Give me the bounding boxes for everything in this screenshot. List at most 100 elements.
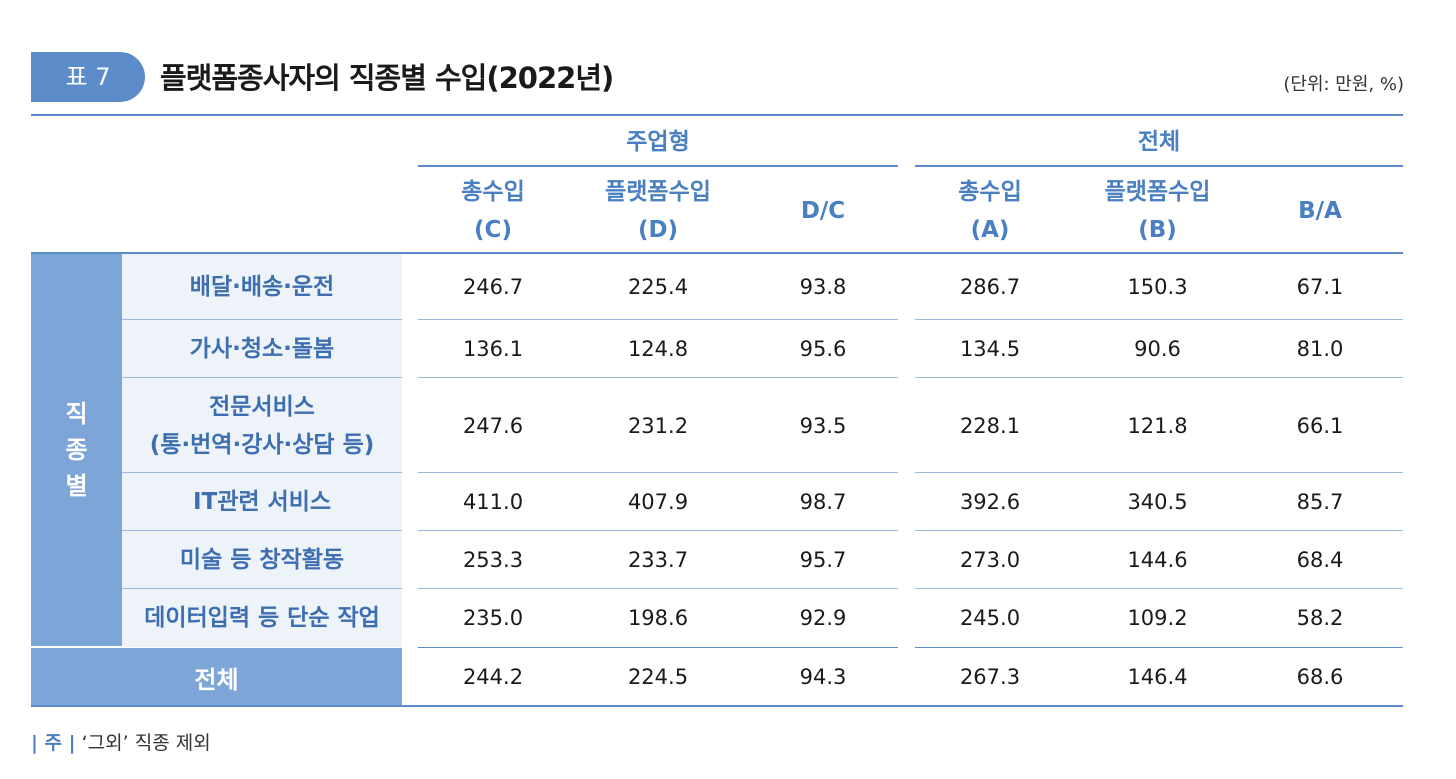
table-cell: 407.9 <box>627 490 689 514</box>
table-cell: 121.8 <box>1127 413 1188 438</box>
table-number-badge: 표 7 <box>31 52 145 102</box>
side-label-char: 별 <box>65 472 88 500</box>
row-label-line2: (통·번역·강사·상담 등) <box>149 431 375 458</box>
row-divider <box>915 377 1403 378</box>
table-cell: 81.0 <box>1296 337 1344 361</box>
row-label-line1: 데이터입력 등 단순 작업 <box>144 605 380 631</box>
table-cell: 286.7 <box>959 275 1021 299</box>
table-cell: 93.8 <box>799 275 847 299</box>
row-label: 가사·청소·돌봄 <box>122 320 402 378</box>
table-cell: 150.3 <box>1127 275 1188 299</box>
row-divider <box>915 472 1403 473</box>
header-rule <box>31 252 1403 254</box>
table-cell: 340.5 <box>1127 490 1188 514</box>
subheader-d-c: D/C <box>748 172 898 250</box>
group-underline-main-job <box>418 165 898 167</box>
row-divider <box>122 377 402 378</box>
row-divider <box>418 647 898 648</box>
table-cell: 245.0 <box>959 606 1021 630</box>
table-cell: 144.6 <box>1127 548 1188 572</box>
row-label-line1: 가사·청소·돌봄 <box>189 336 335 362</box>
table-cell: 66.1 <box>1296 413 1344 438</box>
table-cell: 95.6 <box>799 337 847 361</box>
total-cell: 146.4 <box>1127 665 1188 689</box>
row-label-line1: IT관련 서비스 <box>192 489 332 515</box>
subheader-line1: 플랫폼수입 <box>1104 179 1211 205</box>
subheader-line2: (A) <box>970 217 1010 243</box>
subheader-line2: (D) <box>637 217 679 243</box>
table-cell: 67.1 <box>1296 275 1344 299</box>
row-label: 미술 등 창작활동 <box>122 531 402 589</box>
subheader-line2: (B) <box>1138 217 1177 243</box>
footnote: | 주 | ‘그외’ 직종 제외 <box>31 728 211 758</box>
side-label-by-occupation: 직 종 별 <box>31 254 122 646</box>
subheader-line1: 총수입 <box>461 179 525 205</box>
bottom-rule <box>31 705 1403 707</box>
total-cell: 244.2 <box>462 665 524 689</box>
subheader-platform-income-b: 플랫폼수입 (B) <box>1065 172 1250 250</box>
table-cell: 231.2 <box>627 413 689 438</box>
row-label: IT관련 서비스 <box>122 473 402 531</box>
table-cell: 392.6 <box>959 490 1021 514</box>
table-cell: 68.4 <box>1296 548 1344 572</box>
total-row-label: 전체 <box>31 648 402 706</box>
table-cell: 98.7 <box>799 490 847 514</box>
subheader-platform-income-d: 플랫폼수입 (D) <box>568 172 748 250</box>
row-label: 전문서비스 (통·번역·강사·상담 등) <box>122 378 402 473</box>
table-title: 플랫폼종사자의 직종별 수입(2022년) <box>160 61 614 95</box>
row-divider <box>418 530 898 531</box>
unit-note: (단위: 만원, %) <box>1283 74 1404 95</box>
table-cell: 93.5 <box>799 413 847 438</box>
table-cell: 136.1 <box>462 337 524 361</box>
table-cell: 225.4 <box>627 275 689 299</box>
subheader-line1: 플랫폼수입 <box>605 179 711 205</box>
row-divider <box>122 530 402 531</box>
table-cell: 58.2 <box>1296 606 1344 630</box>
row-divider <box>418 319 898 320</box>
row-label-line1: 미술 등 창작활동 <box>179 547 345 573</box>
total-cell: 94.3 <box>799 665 847 689</box>
row-divider <box>418 588 898 589</box>
subheader-b-a: B/A <box>1250 172 1390 250</box>
side-label-char: 종 <box>65 436 88 464</box>
row-divider <box>122 319 402 320</box>
total-cell: 224.5 <box>627 665 689 689</box>
row-divider <box>122 588 402 589</box>
table-cell: 228.1 <box>959 413 1021 438</box>
row-label: 배달·배송·운전 <box>122 254 402 320</box>
subheader-line1: 총수입 <box>958 179 1022 205</box>
table-cell: 109.2 <box>1127 606 1188 630</box>
subheader-total-income-c: 총수입 (C) <box>418 172 568 250</box>
subheader-line2: (C) <box>474 217 512 243</box>
table-cell: 273.0 <box>959 548 1021 572</box>
table-cell: 90.6 <box>1134 337 1181 361</box>
table-cell: 233.7 <box>627 548 689 572</box>
row-label-line1: 전문서비스 <box>209 393 315 420</box>
table-cell: 92.9 <box>799 606 847 630</box>
group-header-main-job: 주업형 <box>626 129 690 155</box>
footnote-tag: | 주 | <box>31 732 76 754</box>
total-cell: 68.6 <box>1296 665 1344 689</box>
subheader-line1: D/C <box>800 198 846 224</box>
row-divider <box>915 319 1403 320</box>
row-label-line1: 배달·배송·운전 <box>189 274 335 300</box>
table-cell: 246.7 <box>462 275 524 299</box>
table-cell: 124.8 <box>627 337 689 361</box>
side-label-char: 직 <box>65 400 88 428</box>
total-cell: 267.3 <box>959 665 1021 689</box>
table-cell: 95.7 <box>799 548 847 572</box>
row-divider <box>915 530 1403 531</box>
top-rule <box>31 114 1403 116</box>
table-cell: 411.0 <box>462 490 524 514</box>
table-cell: 85.7 <box>1296 490 1344 514</box>
table-cell: 134.5 <box>959 337 1021 361</box>
footnote-text: ‘그외’ 직종 제외 <box>81 732 211 754</box>
subheader-line1: B/A <box>1298 198 1342 224</box>
row-divider <box>915 647 1403 648</box>
table-cell: 198.6 <box>627 606 689 630</box>
subheader-total-income-a: 총수입 (A) <box>915 172 1065 250</box>
group-underline-total <box>915 165 1403 167</box>
row-divider <box>418 377 898 378</box>
group-header-total: 전체 <box>1137 129 1181 155</box>
table-cell: 235.0 <box>462 606 524 630</box>
